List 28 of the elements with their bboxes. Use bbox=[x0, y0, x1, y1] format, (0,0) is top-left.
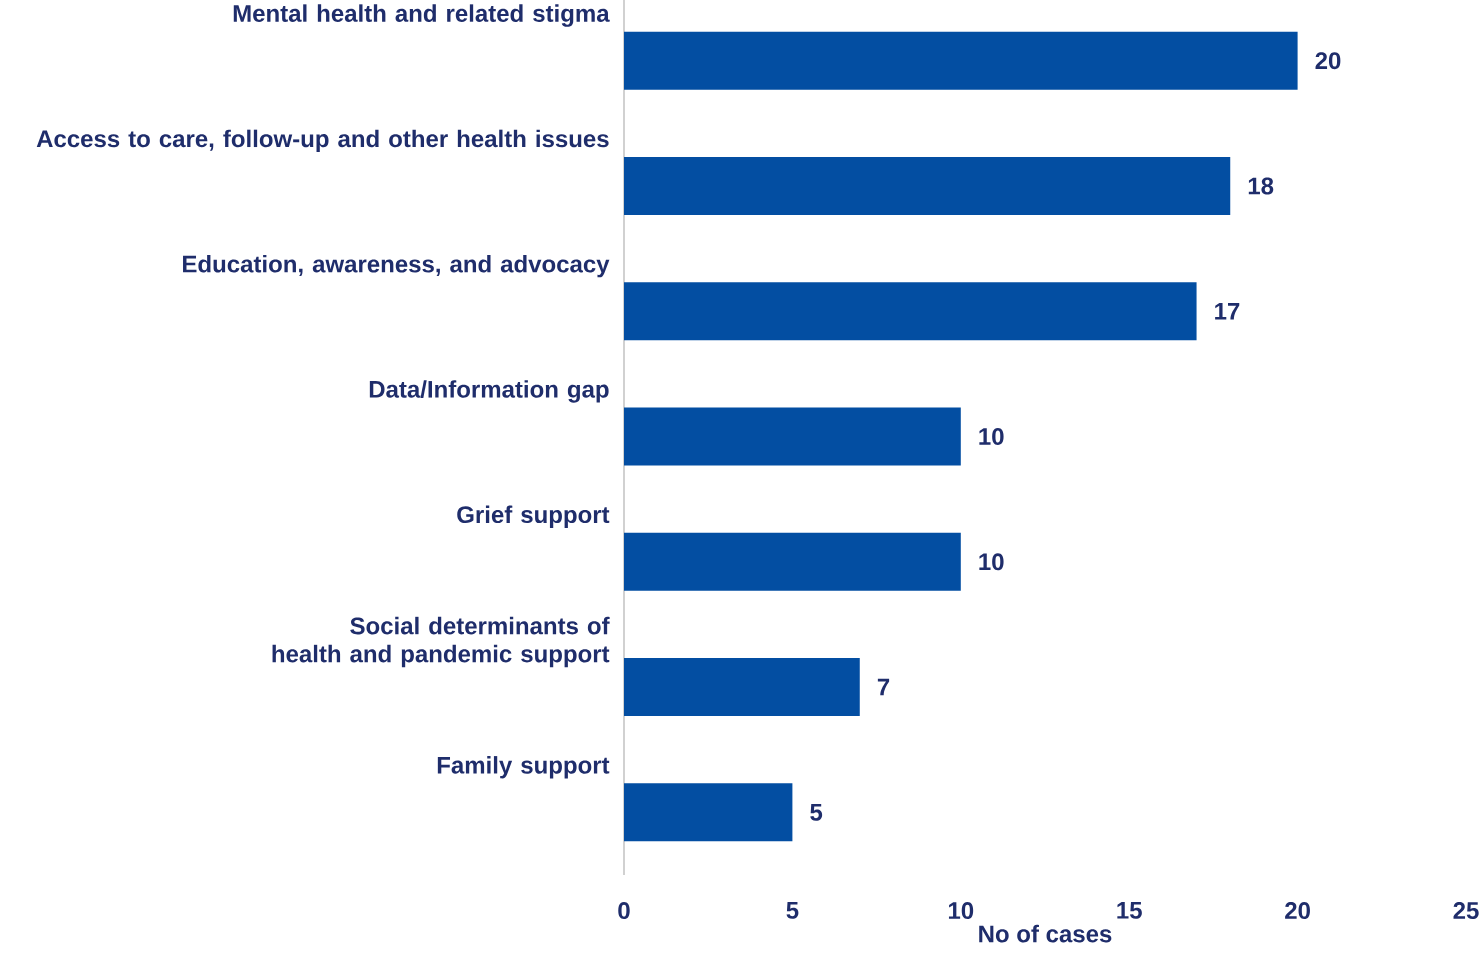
x-tick-label: 0 bbox=[618, 902, 630, 920]
data-label: 17 bbox=[1215, 302, 1240, 320]
y-tick-label: Social determinants of health and pandemic support bbox=[272, 616, 610, 668]
x-tick-label: 5 bbox=[786, 902, 799, 919]
x-tick-label: 20 bbox=[1285, 902, 1310, 920]
bar bbox=[624, 658, 860, 717]
x-tick-label: 15 bbox=[1117, 902, 1142, 919]
y-tick-label: Family support bbox=[437, 756, 610, 779]
bar bbox=[624, 407, 961, 466]
bar bbox=[624, 156, 1231, 215]
bar bbox=[624, 783, 793, 842]
x-tick-label: 10 bbox=[948, 902, 974, 920]
data-label: 5 bbox=[810, 804, 823, 821]
y-tick-label: Data/Information gap bbox=[369, 380, 609, 403]
data-label: 10 bbox=[979, 428, 1004, 445]
y-tick-label: Grief support bbox=[457, 505, 610, 528]
data-label: 10 bbox=[979, 553, 1004, 571]
y-tick-label: Access to care, follow-up and other health issues bbox=[36, 129, 609, 153]
x-tick-label: 25 bbox=[1453, 902, 1479, 920]
y-tick-label: Education, awareness, and advocacy bbox=[183, 254, 610, 278]
bar bbox=[624, 282, 1197, 341]
data-label: 18 bbox=[1248, 177, 1274, 195]
data-label: 7 bbox=[877, 678, 890, 696]
y-tick-label: Mental health and related stigma bbox=[233, 4, 610, 27]
bar bbox=[624, 31, 1298, 90]
data-label: 20 bbox=[1315, 52, 1341, 70]
bar bbox=[624, 532, 961, 591]
x-axis-title: No of cases bbox=[979, 924, 1112, 943]
